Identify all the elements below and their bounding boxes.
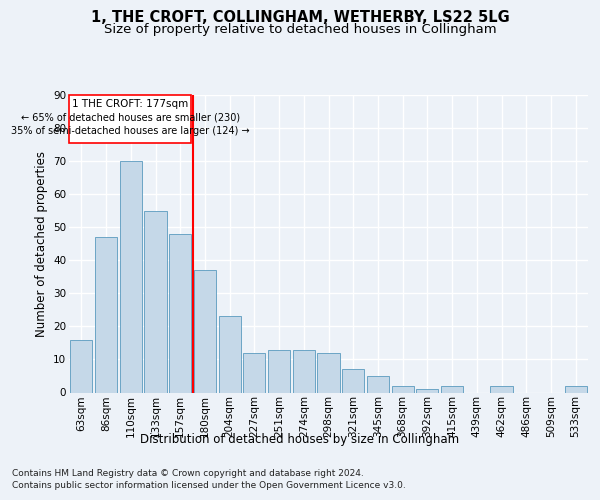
Bar (565, 386, 587, 392)
Bar (416, 389, 439, 392)
Bar (194, 270, 216, 392)
Bar (70, 340, 92, 392)
FancyBboxPatch shape (70, 95, 191, 143)
Text: Size of property relative to detached houses in Collingham: Size of property relative to detached ho… (104, 22, 496, 36)
Y-axis label: Number of detached properties: Number of detached properties (35, 151, 47, 337)
Bar (441, 386, 463, 392)
Text: Contains public sector information licensed under the Open Government Licence v3: Contains public sector information licen… (12, 481, 406, 490)
Bar (169, 234, 191, 392)
Bar (317, 353, 340, 393)
Bar (342, 370, 364, 392)
Text: 1, THE CROFT, COLLINGHAM, WETHERBY, LS22 5LG: 1, THE CROFT, COLLINGHAM, WETHERBY, LS22… (91, 10, 509, 25)
Text: ← 65% of detached houses are smaller (230): ← 65% of detached houses are smaller (23… (21, 112, 240, 122)
Text: 1 THE CROFT: 177sqm: 1 THE CROFT: 177sqm (72, 100, 188, 110)
Bar (490, 386, 512, 392)
Text: Distribution of detached houses by size in Collingham: Distribution of detached houses by size … (140, 432, 460, 446)
Bar (218, 316, 241, 392)
Text: 35% of semi-detached houses are larger (124) →: 35% of semi-detached houses are larger (… (11, 126, 250, 136)
Bar (268, 350, 290, 393)
Bar (392, 386, 414, 392)
Bar (243, 353, 265, 393)
Bar (293, 350, 315, 393)
Bar (367, 376, 389, 392)
Bar (145, 210, 167, 392)
Bar (95, 237, 117, 392)
Bar (119, 161, 142, 392)
Text: Contains HM Land Registry data © Crown copyright and database right 2024.: Contains HM Land Registry data © Crown c… (12, 468, 364, 477)
